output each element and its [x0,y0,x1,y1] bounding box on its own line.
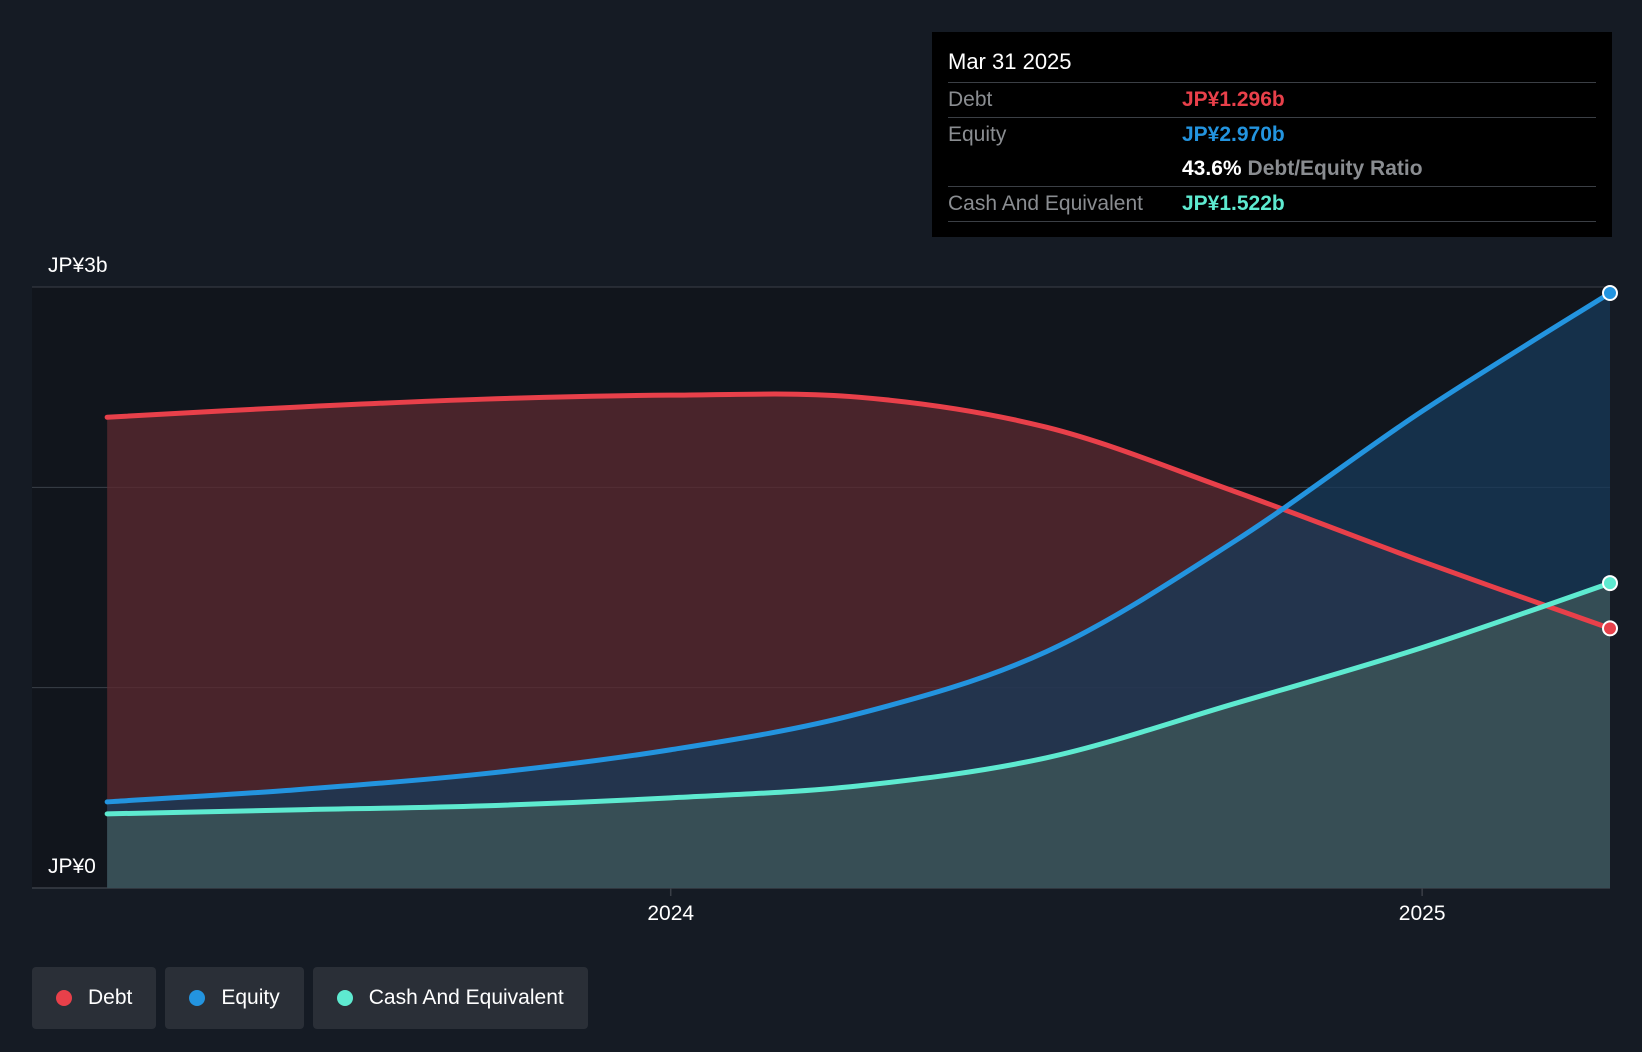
tooltip-equity-value: JP¥2.970b [1182,123,1285,146]
cash-dot-icon [336,990,353,1006]
equity-dot-icon [189,990,206,1006]
tooltip-debt-row: Debt JP¥1.296b [948,83,1596,118]
tooltip-cash-row: Cash And Equivalent JP¥1.522b [948,187,1596,222]
legend-item-debt[interactable]: Debt [32,967,157,1029]
cash-line [104,580,1613,817]
cash-area [107,583,1611,888]
cash-end-point [1602,575,1618,592]
y-tick-label: JP¥0 [48,855,96,878]
tooltip-equity-row: Equity JP¥2.970b [948,118,1596,152]
debt-end-point [1602,620,1618,637]
tooltip-ratio-row: 43.6% Debt/Equity Ratio [948,152,1596,187]
x-tick-label: 2024 [647,902,694,925]
equity-end-point [1602,285,1618,302]
debt-dot-icon [56,990,72,1006]
tooltip-debt-label: Debt [948,88,993,111]
x-tick-label: 2025 [1399,902,1446,925]
legend-label: Debt [88,986,133,1009]
equity-line [104,290,1613,805]
legend-label: Cash And Equivalent [368,986,564,1009]
tooltip-cash-value: JP¥1.522b [1182,192,1285,215]
debt-line [104,391,1613,631]
legend-item-cash[interactable]: Cash And Equivalent [312,967,588,1029]
legend-item-equity[interactable]: Equity [165,967,304,1029]
tooltip-ratio-value: 43.6% [1182,157,1242,180]
y-tick-label: JP¥3b [48,254,108,277]
tooltip-ratio-label: Debt/Equity Ratio [1247,157,1423,180]
tooltip: Mar 31 2025 Debt JP¥1.296b Equity JP¥2.9… [932,32,1612,237]
tooltip-date: Mar 31 2025 [948,46,1596,83]
legend: Debt Equity Cash And Equivalent [32,967,588,1029]
tooltip-debt-value: JP¥1.296b [1182,88,1285,111]
tooltip-equity-label: Equity [948,123,1007,146]
legend-label: Equity [221,986,280,1009]
tooltip-cash-label: Cash And Equivalent [948,192,1143,215]
